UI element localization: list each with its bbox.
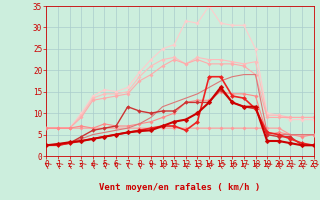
X-axis label: Vent moyen/en rafales ( km/h ): Vent moyen/en rafales ( km/h ) — [100, 183, 260, 192]
